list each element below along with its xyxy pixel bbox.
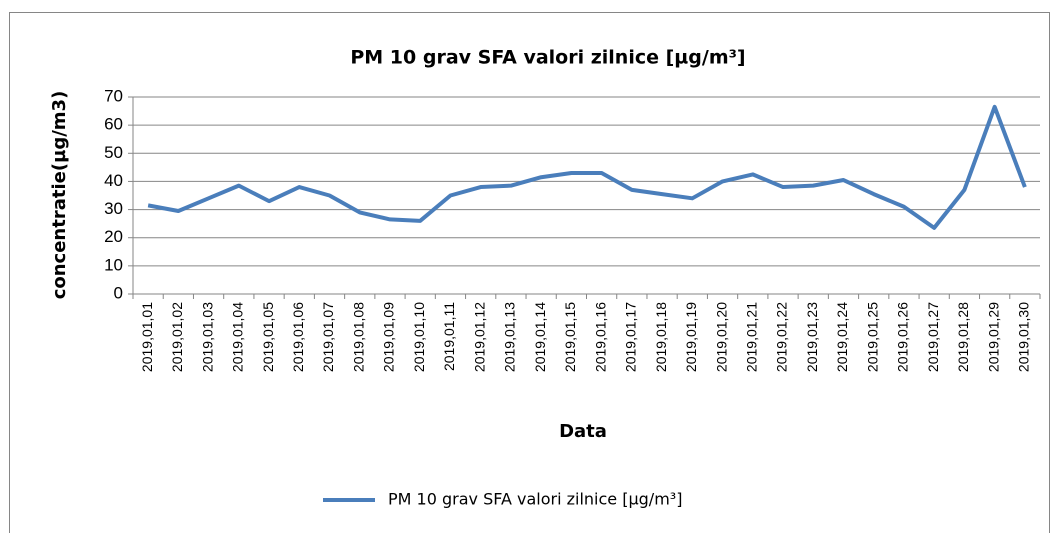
x-tick-label: 2019,01,03 (199, 302, 215, 372)
data-line (147, 104, 1027, 230)
x-tick-label: 2019,01,19 (683, 302, 699, 372)
x-tick-label: 2019,01,11 (441, 302, 457, 371)
x-tick-label: 2019,01,16 (592, 302, 608, 372)
x-tick-label: 2019,01,25 (864, 302, 880, 372)
x-tick-label: 2019,01,27 (925, 302, 941, 372)
x-tick-label: 2019,01,30 (1016, 302, 1032, 372)
y-axis-label: concentratie(µg/m3) (49, 91, 70, 300)
x-tick-label: 2019,01,26 (895, 302, 911, 372)
x-tick-label: 2019,01,24 (834, 302, 850, 372)
x-tick-label: 2019,01,12 (471, 302, 487, 372)
y-tick-label: 50 (104, 143, 123, 162)
x-tick-label: 2019,01,13 (502, 302, 518, 372)
x-tick-label: 2019,01,17 (623, 302, 639, 372)
x-tick-label: 2019,01,28 (955, 302, 971, 372)
x-tick-label: 2019,01,15 (562, 302, 578, 372)
x-tick-label: 2019,01,09 (381, 302, 397, 372)
y-tick-label: 60 (104, 115, 123, 134)
x-tick-label: 2019,01,14 (532, 302, 548, 372)
x-tick-label: 2019,01,06 (290, 302, 306, 372)
x-tick-label: 2019,01,21 (743, 302, 759, 372)
x-tick-label: 2019,01,23 (804, 302, 820, 372)
chart-title: PM 10 grav SFA valori zilnice [µg/m³] (350, 47, 745, 69)
y-tick-label: 0 (114, 283, 123, 302)
y-tick-label: 40 (104, 171, 123, 190)
x-tick-label: 2019,01,22 (774, 302, 790, 372)
y-tick-label: 30 (104, 199, 123, 218)
x-tick-label: 2019,01,10 (411, 302, 427, 372)
chart-frame (9, 12, 1050, 533)
y-tick-label: 20 (104, 227, 123, 246)
y-tick-label: 70 (104, 86, 123, 105)
x-tick-label: 2019,01,05 (260, 302, 276, 372)
x-tick-label: 2019,01,29 (985, 302, 1001, 372)
legend-label: PM 10 grav SFA valori zilnice [µg/m³] (388, 490, 682, 509)
x-tick-label: 2019,01,04 (230, 302, 246, 372)
x-tick-label: 2019,01,20 (713, 302, 729, 372)
x-tick-label: 2019,01,02 (169, 302, 185, 372)
x-tick-label: 2019,01,01 (139, 302, 155, 372)
x-tick-label: 2019,01,07 (320, 302, 336, 372)
x-tick-label: 2019,01,08 (350, 302, 366, 372)
x-tick-label: 2019,01,18 (653, 302, 669, 372)
x-axis-label: Data (559, 421, 607, 442)
y-tick-label: 10 (104, 255, 123, 274)
